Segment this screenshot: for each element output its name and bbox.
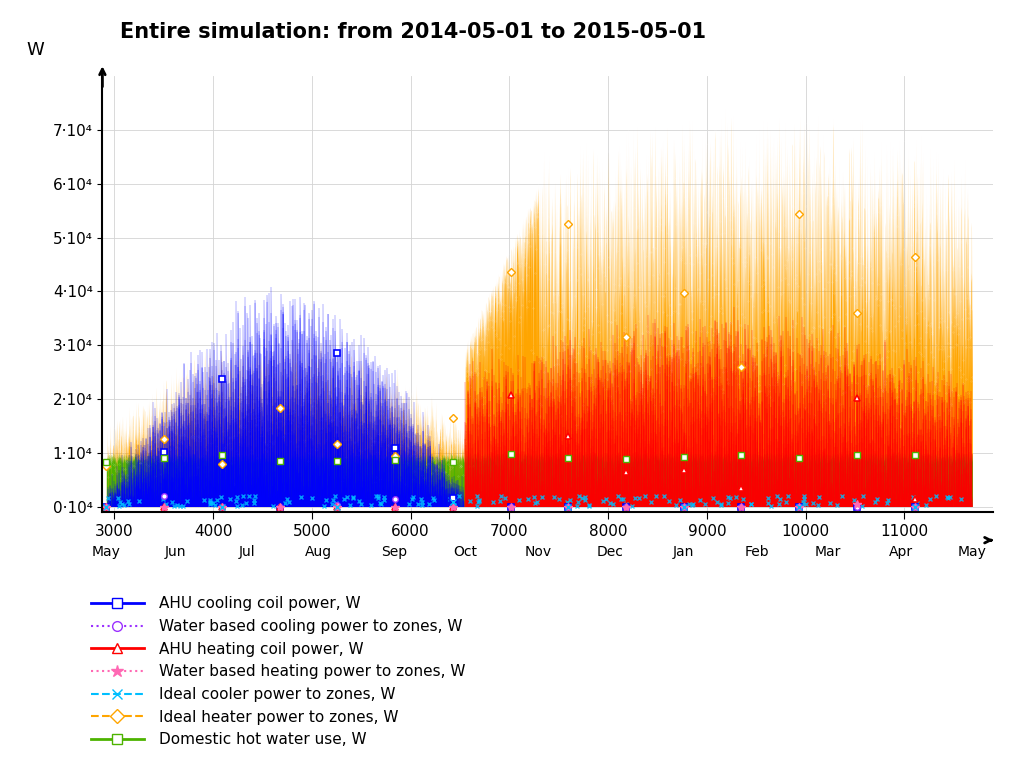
Text: W: W xyxy=(27,41,44,59)
Text: Entire simulation: from 2014-05-01 to 2015-05-01: Entire simulation: from 2014-05-01 to 20… xyxy=(120,21,707,41)
Legend: AHU cooling coil power, W, Water based cooling power to zones, W, AHU heating co: AHU cooling coil power, W, Water based c… xyxy=(85,591,472,753)
